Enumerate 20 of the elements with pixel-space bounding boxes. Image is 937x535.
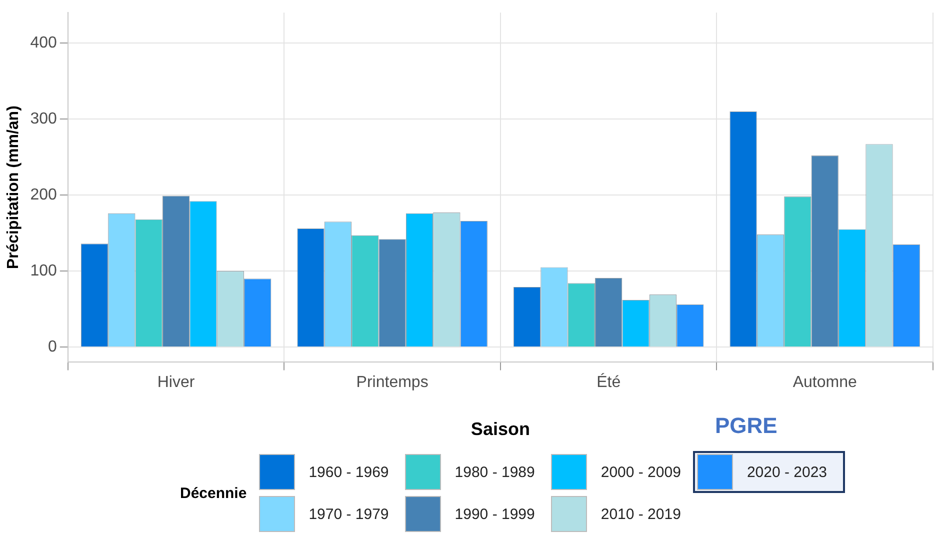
legend-label: 2010 - 2019: [600, 506, 681, 522]
legend-label: 1970 - 1979: [308, 506, 389, 522]
legend-label: 2020 - 2023: [746, 464, 828, 480]
y-tick-label: 200: [30, 186, 57, 204]
legend-label: 2000 - 2009: [600, 464, 681, 480]
y-tick-label: 400: [30, 34, 57, 52]
text: PGRE: [714, 413, 778, 439]
y-axis-title: Précipitation (mm/an): [5, 106, 22, 270]
legend-label: 1990 - 1999: [454, 506, 535, 522]
legend-label: 1980 - 1989: [454, 464, 535, 480]
x-tick-label: Printemps: [356, 374, 428, 392]
x-tick-label: Été: [596, 373, 621, 392]
x-tick-label: Hiver: [157, 374, 196, 392]
y-tick-label: 100: [30, 262, 57, 280]
x-axis-title: Saison: [470, 419, 530, 440]
x-tick-label: Automne: [792, 374, 857, 392]
y-tick-label: 300: [30, 110, 57, 128]
legend-title: Décennie: [180, 484, 247, 502]
y-tick-label: 0: [48, 338, 57, 356]
legend-label: 1960 - 1969: [308, 464, 389, 480]
